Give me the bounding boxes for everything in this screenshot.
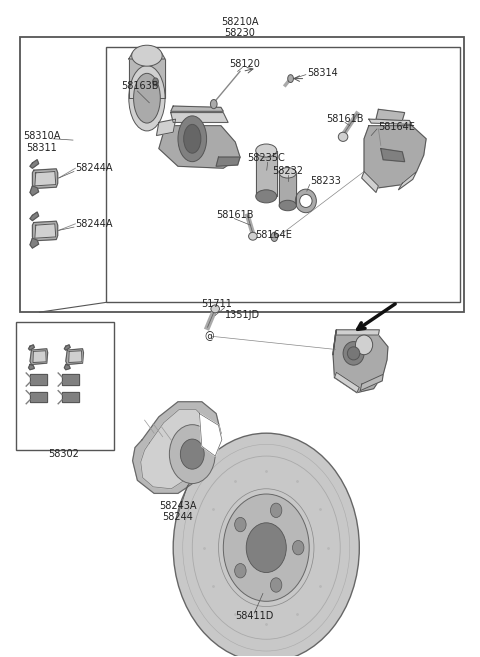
Ellipse shape	[180, 439, 204, 469]
Text: 58243A
58244: 58243A 58244	[159, 501, 197, 522]
Text: 58210A
58230: 58210A 58230	[221, 17, 259, 38]
Polygon shape	[333, 335, 388, 393]
Circle shape	[271, 233, 278, 242]
Polygon shape	[159, 125, 240, 168]
Polygon shape	[64, 345, 70, 350]
Text: 58233: 58233	[311, 175, 341, 186]
Text: 58120: 58120	[229, 58, 260, 68]
Polygon shape	[66, 349, 84, 365]
Polygon shape	[335, 373, 360, 393]
Ellipse shape	[279, 168, 296, 178]
Polygon shape	[64, 365, 70, 370]
Polygon shape	[376, 109, 405, 120]
Ellipse shape	[295, 189, 316, 213]
Text: 58314: 58314	[307, 68, 337, 78]
Polygon shape	[333, 330, 336, 355]
Ellipse shape	[235, 564, 246, 578]
Bar	[107, 47, 459, 302]
Ellipse shape	[338, 132, 348, 141]
Text: 58235C: 58235C	[247, 153, 285, 164]
Ellipse shape	[249, 233, 257, 240]
Ellipse shape	[292, 541, 304, 555]
Text: 58164E: 58164E	[255, 230, 292, 240]
Ellipse shape	[256, 144, 277, 157]
Polygon shape	[336, 330, 379, 335]
Polygon shape	[398, 171, 417, 190]
Polygon shape	[279, 173, 296, 206]
Polygon shape	[33, 351, 46, 363]
Ellipse shape	[279, 200, 296, 211]
Polygon shape	[30, 349, 48, 365]
Ellipse shape	[343, 342, 364, 365]
Bar	[16, 322, 114, 449]
Text: 58244A: 58244A	[75, 219, 113, 229]
Text: 58302: 58302	[48, 449, 79, 459]
Text: 58232: 58232	[272, 166, 303, 177]
Ellipse shape	[348, 347, 360, 360]
Polygon shape	[364, 125, 426, 188]
Text: 58310A
58311: 58310A 58311	[23, 131, 60, 153]
Ellipse shape	[132, 45, 162, 66]
Text: 51711: 51711	[201, 299, 231, 309]
Polygon shape	[29, 345, 34, 350]
Text: 58163B: 58163B	[121, 81, 158, 91]
Polygon shape	[30, 186, 38, 196]
Ellipse shape	[211, 305, 219, 313]
Ellipse shape	[270, 503, 282, 518]
Polygon shape	[69, 351, 82, 363]
Ellipse shape	[133, 74, 160, 123]
Text: @: @	[204, 331, 214, 342]
Text: 58161B: 58161B	[216, 210, 254, 220]
Polygon shape	[171, 112, 228, 122]
Polygon shape	[29, 365, 34, 370]
Polygon shape	[381, 148, 405, 162]
Circle shape	[288, 75, 293, 83]
Polygon shape	[30, 374, 47, 385]
Polygon shape	[129, 59, 165, 98]
Ellipse shape	[300, 194, 312, 208]
Text: 58244A: 58244A	[75, 163, 113, 173]
Ellipse shape	[173, 433, 360, 657]
Bar	[21, 37, 464, 312]
Polygon shape	[35, 171, 56, 186]
Polygon shape	[30, 238, 38, 248]
Ellipse shape	[246, 523, 286, 572]
Polygon shape	[256, 150, 277, 196]
Ellipse shape	[256, 190, 277, 203]
Text: 58411D: 58411D	[235, 612, 274, 622]
Ellipse shape	[169, 424, 215, 484]
Ellipse shape	[129, 66, 165, 131]
Polygon shape	[369, 119, 412, 124]
Polygon shape	[30, 392, 47, 403]
Polygon shape	[156, 119, 176, 135]
Text: 58161B: 58161B	[326, 114, 364, 124]
Circle shape	[153, 78, 158, 86]
Polygon shape	[199, 413, 222, 456]
Text: 58164E: 58164E	[378, 122, 415, 132]
Text: 1351JD: 1351JD	[225, 310, 260, 321]
Ellipse shape	[235, 518, 246, 532]
Ellipse shape	[178, 116, 206, 162]
Polygon shape	[33, 221, 58, 241]
Polygon shape	[129, 53, 165, 59]
Ellipse shape	[270, 578, 282, 592]
Ellipse shape	[223, 494, 309, 601]
Circle shape	[210, 99, 217, 108]
Polygon shape	[362, 171, 378, 193]
Polygon shape	[141, 409, 210, 489]
Polygon shape	[33, 169, 58, 189]
Polygon shape	[30, 212, 38, 221]
Polygon shape	[171, 106, 223, 111]
Ellipse shape	[184, 124, 201, 153]
Polygon shape	[132, 402, 221, 493]
Ellipse shape	[356, 335, 372, 355]
Polygon shape	[62, 392, 79, 403]
Polygon shape	[35, 224, 56, 238]
Polygon shape	[216, 157, 240, 166]
Polygon shape	[360, 374, 383, 391]
Polygon shape	[62, 374, 79, 385]
Polygon shape	[30, 160, 38, 168]
